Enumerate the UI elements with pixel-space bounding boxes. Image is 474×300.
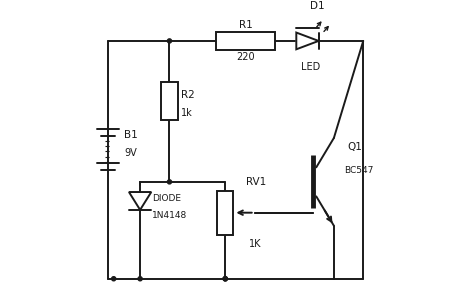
Text: DIODE: DIODE	[152, 194, 181, 202]
Circle shape	[223, 277, 228, 281]
Text: 1k: 1k	[181, 108, 193, 118]
Text: R1: R1	[239, 20, 253, 30]
Bar	[217, 32, 275, 50]
Text: D1: D1	[310, 1, 325, 11]
Text: RV1: RV1	[246, 177, 266, 187]
Text: Q1: Q1	[347, 142, 362, 152]
Text: 1K: 1K	[249, 238, 261, 248]
Text: B1: B1	[124, 130, 138, 140]
Text: BC547: BC547	[344, 166, 374, 175]
Circle shape	[112, 277, 116, 281]
Circle shape	[167, 39, 172, 43]
Text: 220: 220	[237, 52, 255, 62]
Circle shape	[223, 277, 228, 281]
Circle shape	[167, 180, 172, 184]
Text: LED: LED	[301, 62, 320, 72]
Circle shape	[138, 277, 142, 281]
Text: R2: R2	[181, 90, 194, 100]
Text: 9V: 9V	[124, 148, 137, 158]
Bar	[161, 82, 178, 120]
Circle shape	[223, 277, 228, 281]
Text: 1N4148: 1N4148	[152, 211, 187, 220]
Bar	[217, 191, 234, 235]
